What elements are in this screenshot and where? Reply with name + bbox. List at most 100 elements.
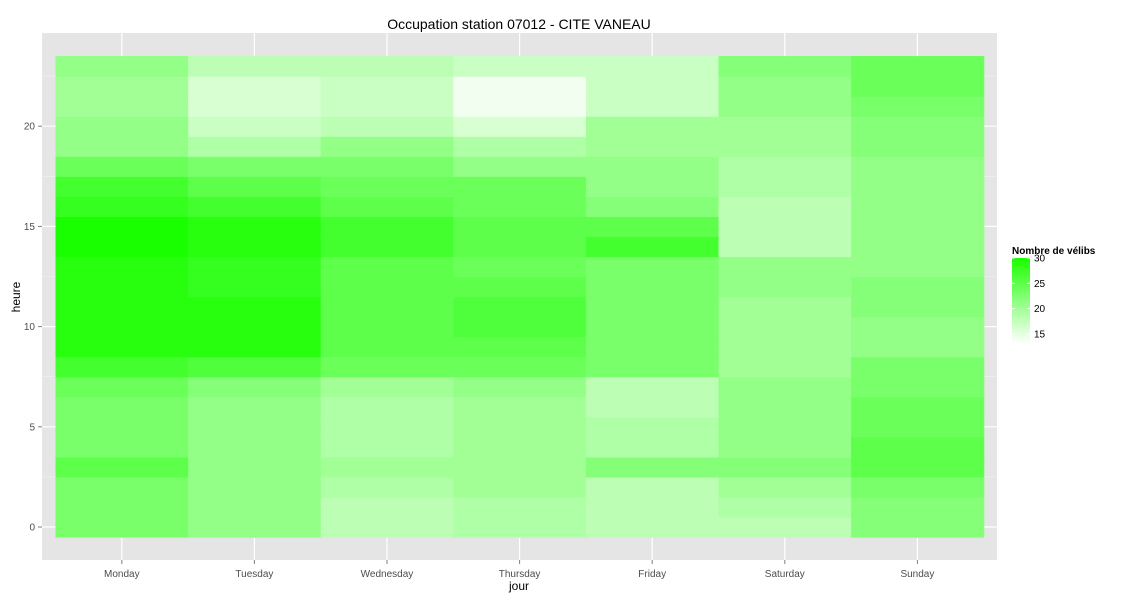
heatmap-cell <box>718 476 852 498</box>
heatmap-cell <box>188 136 322 157</box>
heatmap-cell <box>585 216 720 238</box>
heatmap-cell <box>585 316 720 338</box>
heatmap-cell <box>453 276 587 298</box>
heatmap-cell <box>55 256 189 278</box>
heatmap-cell <box>453 316 587 338</box>
legend-colorbar <box>1012 258 1030 344</box>
y-tick-label: 0 <box>29 523 35 534</box>
heatmap-cell <box>55 136 189 157</box>
heatmap-cell <box>851 176 985 197</box>
legend-tick-label: 30 <box>1034 254 1046 265</box>
heatmap-cell <box>55 316 189 338</box>
heatmap-cell <box>55 356 189 378</box>
heatmap-tiles <box>55 56 985 538</box>
heatmap-cell <box>851 336 985 358</box>
y-tick-label: 5 <box>29 422 35 433</box>
heatmap-cell <box>188 236 322 258</box>
heatmap-cell <box>188 436 322 458</box>
heatmap-cell <box>585 376 720 398</box>
heatmap-cell <box>55 116 189 137</box>
heatmap-cell <box>453 76 587 97</box>
heatmap-cell <box>718 376 852 398</box>
heatmap-cell <box>188 476 322 498</box>
x-tick-label: Thursday <box>499 569 541 580</box>
heatmap-cell <box>55 436 189 458</box>
chart-title: Occupation station 07012 - CITE VANEAU <box>387 16 651 32</box>
heatmap-cell <box>188 516 322 538</box>
heatmap-cell <box>453 356 587 378</box>
heatmap-cell <box>718 296 852 318</box>
heatmap-cell <box>585 336 720 358</box>
heatmap-cell <box>320 376 454 398</box>
heatmap-cell <box>453 456 587 478</box>
heatmap-cell <box>453 56 587 77</box>
heatmap-cell <box>320 196 454 217</box>
heatmap-cell <box>718 356 852 378</box>
y-tick-label: 20 <box>24 122 36 133</box>
heatmap-cell <box>55 96 189 117</box>
heatmap-cell <box>188 296 322 318</box>
heatmap-cell <box>320 76 454 97</box>
heatmap-cell <box>320 516 454 538</box>
heatmap-cell <box>453 396 587 418</box>
heatmap-cell <box>453 436 587 458</box>
heatmap-cell <box>718 276 852 298</box>
heatmap-cell <box>453 196 587 217</box>
heatmap-cell <box>453 416 587 438</box>
heatmap-cell <box>585 136 720 157</box>
heatmap-cell <box>453 136 587 157</box>
heatmap-cell <box>453 236 587 258</box>
heatmap-cell <box>55 156 189 177</box>
heatmap-cell <box>55 196 189 217</box>
heatmap-cell <box>718 76 852 97</box>
heatmap-cell <box>453 256 587 278</box>
legend-tick-label: 20 <box>1034 304 1046 315</box>
heatmap-cell <box>55 76 189 97</box>
x-tick-label: Saturday <box>765 569 805 580</box>
y-axis-ticks: 0 5 10 15 20 <box>24 122 42 534</box>
heatmap-cell <box>188 376 322 398</box>
heatmap-cell <box>718 156 852 177</box>
heatmap-cell <box>320 156 454 177</box>
heatmap-cell <box>320 136 454 157</box>
heatmap-cell <box>55 56 189 77</box>
x-tick-label: Wednesday <box>361 569 414 580</box>
heatmap-cell <box>851 156 985 177</box>
heatmap-cell <box>718 396 852 418</box>
heatmap-cell <box>188 276 322 298</box>
heatmap-cell <box>851 116 985 137</box>
heatmap-cell <box>851 516 985 538</box>
heatmap-cell <box>188 336 322 358</box>
heatmap-cell <box>851 296 985 318</box>
heatmap-cell <box>320 416 454 438</box>
heatmap-cell <box>188 56 322 77</box>
heatmap-cell <box>320 56 454 77</box>
y-axis-title: heure <box>9 281 23 312</box>
x-tick-label: Sunday <box>900 569 934 580</box>
heatmap-cell <box>851 236 985 258</box>
heatmap-cell <box>718 456 852 478</box>
x-tick-label: Tuesday <box>235 569 273 580</box>
heatmap-cell <box>55 456 189 478</box>
heatmap-cell <box>453 216 587 238</box>
heatmap-cell <box>188 256 322 278</box>
heatmap-cell <box>718 56 852 77</box>
heatmap-cell <box>851 56 985 77</box>
heatmap-cell <box>718 256 852 278</box>
heatmap-cell <box>55 336 189 358</box>
heatmap-cell <box>188 176 322 197</box>
legend-tick-label: 15 <box>1034 329 1046 340</box>
heatmap-cell <box>453 96 587 117</box>
y-tick-label: 15 <box>24 222 36 233</box>
heatmap-cell <box>188 396 322 418</box>
heatmap-cell <box>55 376 189 398</box>
heatmap-cell <box>585 496 720 518</box>
heatmap-cell <box>851 276 985 298</box>
heatmap-cell <box>851 196 985 217</box>
heatmap-cell <box>718 136 852 157</box>
heatmap-cell <box>718 196 852 217</box>
heatmap-cell <box>453 176 587 197</box>
heatmap-cell <box>718 336 852 358</box>
heatmap-cell <box>55 276 189 298</box>
